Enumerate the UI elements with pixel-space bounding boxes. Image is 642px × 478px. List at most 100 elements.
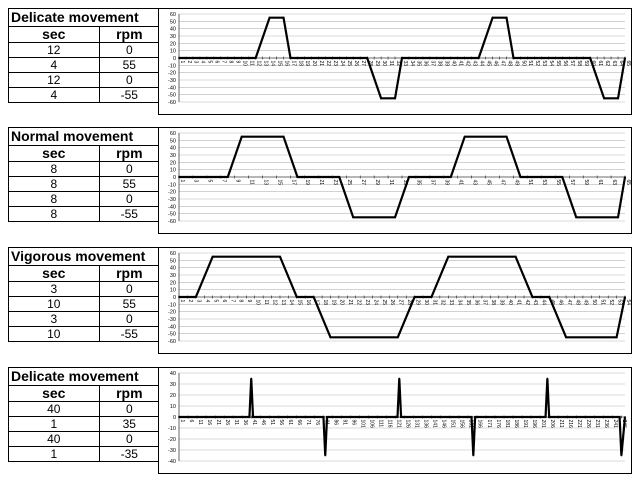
x-tick-label: 51 xyxy=(527,180,533,186)
table-row: 40 0 xyxy=(8,431,161,447)
x-tick-label: 27 xyxy=(398,300,404,306)
x-tick-label: 38 xyxy=(490,300,496,306)
data-point xyxy=(295,296,298,298)
x-tick-label: 131 xyxy=(414,420,420,429)
x-tick-label: 29 xyxy=(414,300,420,306)
data-point xyxy=(282,135,285,138)
table-row: 4 55 xyxy=(8,57,161,73)
x-tick-label: 21 xyxy=(215,420,221,426)
data-point xyxy=(398,377,401,380)
x-tick-label: 50 xyxy=(591,300,597,306)
table-row: 1 -35 xyxy=(8,446,161,462)
data-point xyxy=(430,296,433,298)
x-tick-label: 17 xyxy=(290,180,296,186)
data-point xyxy=(394,216,396,219)
y-tick-label: -20 xyxy=(168,190,176,196)
x-tick-label: 34 xyxy=(409,61,415,67)
data-point xyxy=(380,97,382,100)
data-point xyxy=(603,97,605,100)
movement-table: Delicate movement sec rpm 40 0 1 35 40 0 1 -35 xyxy=(8,367,161,462)
x-tick-label: 20 xyxy=(311,61,317,67)
y-tick-label: -60 xyxy=(168,100,176,106)
x-tick-label: 106 xyxy=(368,420,374,429)
x-tick-label: 3 xyxy=(193,61,199,64)
rpm-cell: -55 xyxy=(98,206,161,222)
y-tick-label: -50 xyxy=(168,212,176,218)
x-tick-label: 31 xyxy=(388,61,394,67)
data-point xyxy=(194,296,197,298)
x-tick-label: 201 xyxy=(540,420,546,429)
x-tick-label: 53 xyxy=(616,300,622,306)
x-tick-label: 16 xyxy=(283,61,289,67)
data-point xyxy=(477,57,480,59)
x-tick-label: 65 xyxy=(625,61,631,67)
y-tick-label: 50 xyxy=(170,19,176,25)
x-tick-label: 2 xyxy=(187,300,193,303)
y-tick-label: -30 xyxy=(168,448,176,454)
x-tick-label: 21 xyxy=(318,61,324,67)
x-tick-label: 206 xyxy=(549,420,555,429)
x-tick-label: 63 xyxy=(611,61,617,67)
data-point xyxy=(505,16,508,19)
x-tick-label: 6 xyxy=(221,300,227,303)
x-tick-label: 37 xyxy=(482,300,488,306)
x-tick-label: 2 xyxy=(186,61,192,64)
sec-column-header: sec xyxy=(8,265,100,282)
x-tick-label: 166 xyxy=(477,420,483,429)
x-tick-label: 3 xyxy=(193,180,199,183)
x-tick-label: 13 xyxy=(262,61,268,67)
x-tick-label: 6 xyxy=(214,61,220,64)
x-tick-label: 29 xyxy=(374,180,380,186)
y-tick-label: 50 xyxy=(170,258,176,264)
x-tick-label: 13 xyxy=(280,300,286,306)
data-point xyxy=(624,57,626,59)
rpm-cell: 0 xyxy=(98,431,161,447)
movement-panel: Normal movement sec rpm 8 0 8 55 8 0 8 -55 60 50 40 30… xyxy=(8,127,638,234)
x-tick-label: 171 xyxy=(486,420,492,429)
y-tick-label: -40 xyxy=(168,324,176,330)
x-tick-label: 9 xyxy=(235,61,241,64)
x-tick-label: 44 xyxy=(478,61,484,67)
rpm-cell: 35 xyxy=(98,416,161,432)
x-tick-label: 116 xyxy=(386,420,392,428)
x-tick-label: 10 xyxy=(255,300,261,306)
y-tick-label: 20 xyxy=(170,280,176,286)
movement-table: Normal movement sec rpm 8 0 8 55 8 0 8 -55 xyxy=(8,127,161,222)
x-tick-label: 86 xyxy=(332,420,338,426)
x-tick-label: 41 xyxy=(515,300,521,306)
sec-cell: 3 xyxy=(8,281,100,297)
data-point xyxy=(240,135,243,138)
sec-cell: 4 xyxy=(8,57,100,73)
sec-cell: 8 xyxy=(8,161,100,177)
data-point xyxy=(618,416,621,418)
movement-title: Delicate movement xyxy=(8,367,160,386)
x-tick-label: 7 xyxy=(229,300,235,303)
x-tick-label: 41 xyxy=(458,61,464,67)
x-tick-label: 32 xyxy=(395,61,401,67)
x-tick-label: 14 xyxy=(269,61,275,67)
data-point xyxy=(544,416,547,418)
sec-cell: 12 xyxy=(8,72,100,88)
x-tick-label: 34 xyxy=(456,300,462,306)
data-point xyxy=(279,255,281,258)
data-point xyxy=(565,336,567,339)
x-tick-label: 196 xyxy=(531,420,537,429)
table-row: 10 -55 xyxy=(8,326,161,342)
y-tick-label: 20 xyxy=(170,160,176,166)
y-tick-label: 10 xyxy=(170,288,176,294)
rpm-column-header: rpm xyxy=(98,265,161,282)
y-tick-label: -60 xyxy=(168,219,176,225)
y-tick-label: 0 xyxy=(173,295,176,301)
x-tick-label: 25 xyxy=(381,300,387,306)
y-tick-label: 60 xyxy=(170,251,176,257)
x-tick-label: 28 xyxy=(406,300,412,306)
x-tick-label: 47 xyxy=(499,61,505,67)
data-point xyxy=(178,296,180,298)
x-tick-label: 20 xyxy=(339,300,345,306)
x-tick-label: 71 xyxy=(305,420,311,426)
table-row: 4 -55 xyxy=(8,87,161,103)
x-tick-label: 96 xyxy=(350,420,356,426)
